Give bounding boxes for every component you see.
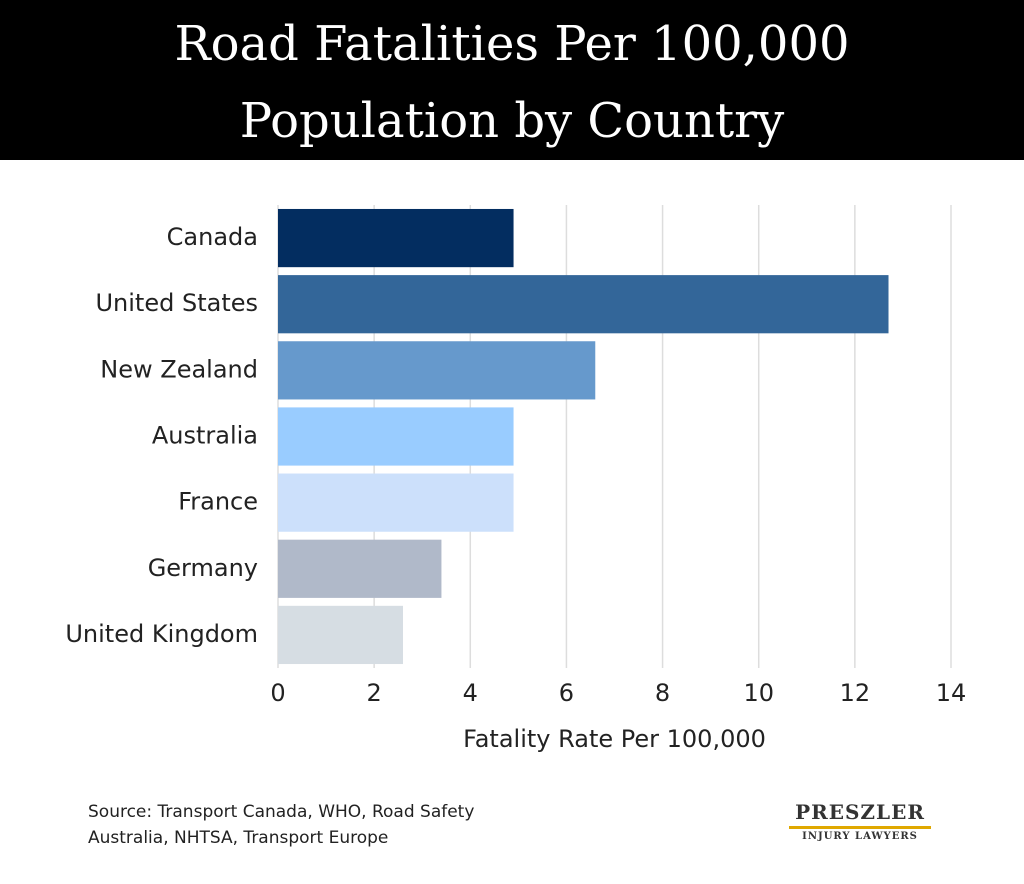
- x-tick-label: 2: [367, 679, 382, 707]
- x-tick-label: 6: [559, 679, 574, 707]
- y-tick-label: Germany: [148, 554, 258, 582]
- logo-name: PRESZLER: [795, 800, 925, 824]
- chart: 0 2 4 6 8 10 12 14 Fatality Rate Per 100,000 Cana…: [65, 205, 967, 753]
- bar: [278, 539, 442, 598]
- y-tick-label: United States: [95, 289, 258, 317]
- x-tick-label: 12: [840, 679, 871, 707]
- bar: [278, 605, 403, 665]
- x-tick-label: 14: [936, 679, 967, 707]
- x-tick-label: 8: [655, 679, 670, 707]
- bar: [278, 341, 596, 400]
- y-tick-label: Canada: [167, 223, 258, 251]
- y-tick-label: France: [178, 488, 258, 516]
- logo-rule: [789, 826, 931, 829]
- y-tick-label: Australia: [152, 422, 258, 450]
- bar: [278, 208, 514, 268]
- chart-title: Road Fatalities Per 100,000 Population b…: [0, 0, 1024, 160]
- y-tick-label: United Kingdom: [65, 620, 258, 648]
- x-tick-label: 4: [463, 679, 478, 707]
- x-tick-label: 10: [743, 679, 774, 707]
- y-tick-label: New Zealand: [100, 355, 258, 383]
- logo-tagline: INJURY LAWYERS: [802, 831, 918, 842]
- source-note: Source: Transport Canada, WHO, Road Safe…: [88, 802, 475, 848]
- x-tick-label: 0: [270, 679, 285, 707]
- bar: [278, 473, 514, 532]
- bar: [278, 407, 514, 466]
- x-axis-title: Fatality Rate Per 100,000: [463, 725, 766, 753]
- bar: [278, 275, 889, 334]
